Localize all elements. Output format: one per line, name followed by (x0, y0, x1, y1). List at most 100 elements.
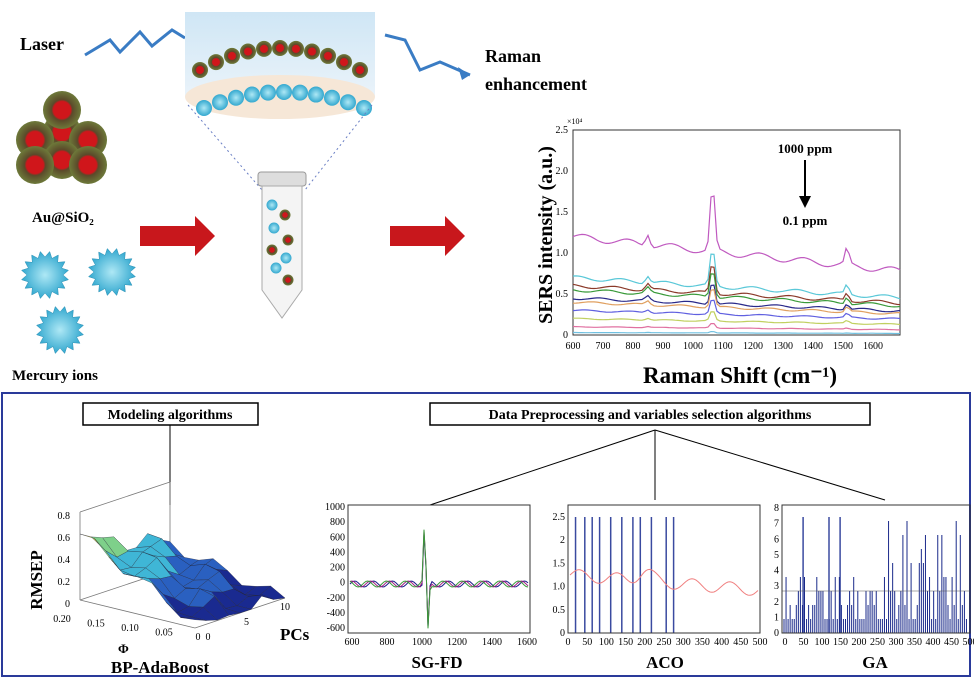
tick-label: 1200 (447, 637, 467, 648)
tick-label: 5 (244, 617, 249, 628)
plot-title: SG-FD (412, 653, 463, 672)
plot-frame (347, 504, 531, 634)
tick-label: 1500 (833, 341, 853, 352)
particle (270, 262, 282, 274)
hg-particle (244, 86, 260, 103)
tick-label: 700 (596, 341, 611, 352)
hg-particle (276, 84, 292, 100)
tick-label: 1000 (683, 341, 703, 352)
tick-label: -600 (327, 623, 345, 634)
spectrum (573, 311, 901, 326)
label: Data Preprocessing and variables selecti… (489, 408, 812, 423)
tick-label: 0 (783, 637, 788, 648)
axis-label: Raman Shift (cm⁻¹) (643, 363, 837, 388)
spectrum (572, 284, 901, 313)
tick-label: 0.6 (58, 533, 71, 544)
tick-label: 200 (852, 637, 867, 648)
tick-label: 1.0 (556, 248, 569, 259)
tick-label: 300 (676, 637, 691, 648)
tick-label: 0 (563, 330, 568, 341)
tick-label: 2 (774, 597, 779, 608)
tick-label: 600 (345, 637, 360, 648)
tick-label: 2.5 (556, 125, 569, 136)
annotation: 1000 ppm (778, 141, 833, 156)
tick-label: 500 (753, 637, 768, 648)
hg-particle (260, 84, 276, 101)
hg-particle (340, 94, 356, 111)
arrow-head (799, 196, 811, 208)
tick-label: 0.15 (87, 619, 105, 630)
guide (187, 104, 263, 191)
particle (282, 234, 294, 246)
tick-label: 0 (560, 628, 565, 639)
au-particle (69, 146, 107, 184)
tick-label: 1.5 (556, 207, 569, 218)
plot-title: GA (862, 653, 888, 672)
tick-label: 0 (65, 599, 70, 610)
tick-label: 400 (926, 637, 941, 648)
tick-label: 1.5 (553, 558, 566, 569)
particle (266, 244, 278, 256)
tick-label: 200 (330, 563, 345, 574)
spectrum (572, 299, 901, 320)
spectrum (572, 323, 900, 331)
axis (79, 599, 196, 629)
particle (279, 209, 291, 221)
au-particle (208, 54, 224, 71)
tick-label: 50 (799, 637, 809, 648)
tick-label: 450 (733, 637, 748, 648)
tick-label: 0 (566, 637, 571, 648)
label: Modeling algorithms (108, 408, 233, 423)
tick-label: 50 (582, 637, 592, 648)
plot-title: BP-AdaBoost (111, 658, 210, 677)
particle (282, 274, 294, 286)
multiplier: ×10⁴ (567, 117, 583, 126)
tick-label: 250 (657, 637, 672, 648)
tick-label: 800 (330, 517, 345, 528)
label: enhancement (485, 74, 587, 94)
tick-label: 350 (695, 637, 710, 648)
tick-label: 5 (774, 550, 779, 561)
mercury-ion (87, 247, 137, 297)
spectrum (572, 253, 901, 300)
tick-label: 0.5 (553, 605, 566, 616)
mercury-ions (20, 247, 137, 355)
tick-label: 400 (714, 637, 729, 648)
au-particle (304, 43, 320, 60)
au-particle (320, 47, 336, 64)
axis-label: Φ (118, 641, 129, 656)
label: Au@SiO₂ (32, 210, 94, 226)
au-particle (16, 146, 54, 184)
particle (268, 222, 280, 234)
annotation: 0.1 ppm (783, 213, 828, 228)
label: Mercury ions (12, 368, 98, 384)
tick-label: 500 (963, 637, 974, 648)
axis-label: PCs (280, 625, 310, 644)
particles (192, 40, 372, 116)
tick-label: -200 (327, 593, 345, 604)
plot-frame (572, 129, 901, 336)
tick-label: 1400 (482, 637, 502, 648)
tick-label: 0.20 (53, 614, 71, 625)
tick-label: 1400 (803, 341, 823, 352)
tick-label: 1000 (412, 637, 432, 648)
tick-label: 0.4 (58, 555, 71, 566)
tick-label: 0.5 (556, 289, 569, 300)
tick-label: 400 (330, 547, 345, 558)
tick-label: 3 (774, 581, 779, 592)
arrow (390, 216, 465, 256)
tick-label: 150 (618, 637, 633, 648)
au-particle (336, 54, 352, 71)
axis-label: SERS intensity (a.u.) (535, 146, 557, 324)
tick-label: 1200 (743, 341, 763, 352)
tick-label: 0 (196, 632, 201, 643)
au-cluster (16, 91, 107, 184)
laser-beam (84, 28, 186, 57)
tick-label: 10 (280, 602, 290, 613)
hg-particle (356, 100, 372, 116)
hg-particle (212, 94, 228, 111)
tube-particles (266, 199, 294, 286)
tick-label: 1000 (325, 502, 345, 513)
tick-label: 8 (774, 503, 779, 514)
